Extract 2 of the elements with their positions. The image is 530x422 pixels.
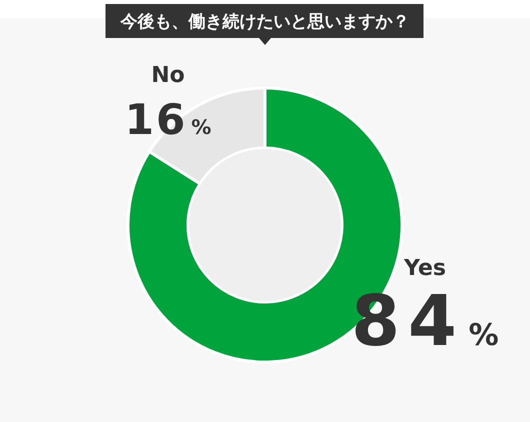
title: 今後も、働き続けたいと思いますか？ bbox=[106, 4, 424, 45]
chart-title: 今後も、働き続けたいと思いますか？ bbox=[120, 12, 410, 32]
